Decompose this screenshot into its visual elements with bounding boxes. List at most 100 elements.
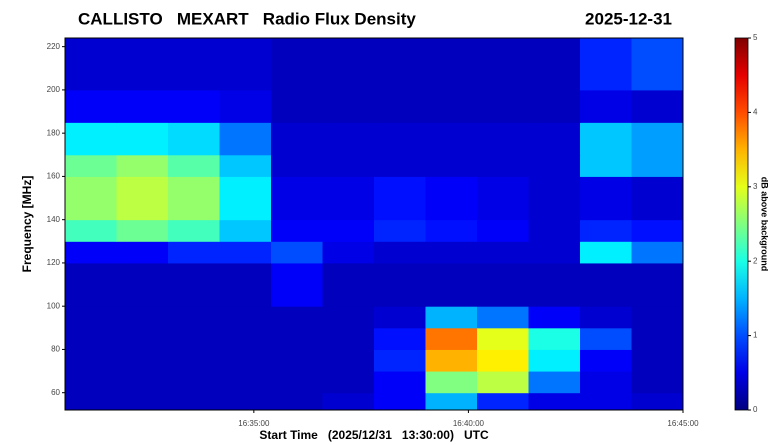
x-tick-label: 16:35:00 [238, 419, 270, 428]
heatmap-cell [116, 89, 169, 123]
heatmap-cell [425, 176, 478, 221]
heatmap-cell [116, 38, 169, 91]
heatmap-cell [65, 89, 117, 123]
heatmap-cell [374, 371, 426, 394]
heatmap-cell [528, 38, 581, 91]
heatmap-cell [477, 262, 529, 307]
heatmap-cell [322, 241, 375, 264]
heatmap-cell [477, 306, 529, 329]
heatmap-cell [631, 38, 684, 91]
heatmap-cell [219, 154, 272, 177]
heatmap-cell [219, 327, 272, 350]
heatmap-cell [374, 219, 426, 242]
heatmap-cell [116, 262, 169, 307]
heatmap-cell [322, 176, 375, 221]
y-tick-label: 160 [47, 172, 61, 181]
heatmap-cell [580, 219, 632, 242]
heatmap-cell [374, 154, 426, 177]
heatmap-cell [631, 89, 684, 123]
heatmap-cell [168, 176, 220, 221]
x-axis-label: Start Time (2025/12/31 13:30:00) UTC [259, 428, 489, 442]
heatmap-cell [322, 371, 375, 394]
heatmap-cell [116, 219, 169, 242]
heatmap-cell [168, 89, 220, 123]
heatmap-cell [271, 89, 323, 123]
heatmap-cell [374, 241, 426, 264]
heatmap-cell [65, 122, 117, 156]
heatmap-cell [374, 327, 426, 350]
heatmap-cell [477, 241, 529, 264]
heatmap-cell [580, 38, 632, 91]
heatmap-cell [425, 306, 478, 329]
heatmap-cell [631, 154, 684, 177]
heatmap-cell [219, 371, 272, 394]
heatmap-cell [65, 176, 117, 221]
heatmap-cell [425, 154, 478, 177]
y-tick-label: 180 [47, 128, 61, 137]
heatmap-cell [580, 349, 632, 372]
heatmap-cell [322, 262, 375, 307]
heatmap-cell [271, 241, 323, 264]
heatmap-cell [580, 89, 632, 123]
plot-frame [64, 37, 684, 411]
heatmap-cell [374, 392, 426, 411]
heatmap-cell [374, 306, 426, 329]
heatmap-cell [528, 241, 581, 264]
colorbar-tick-label: 2 [753, 256, 758, 265]
heatmap-cell [65, 392, 117, 411]
heatmap-cell [631, 306, 684, 329]
heatmap-cell [374, 38, 426, 91]
heatmap-cell [528, 371, 581, 394]
heatmap-cell [65, 306, 117, 329]
heatmap-cell [528, 89, 581, 123]
heatmap-cell [65, 262, 117, 307]
heatmap-cell [425, 349, 478, 372]
heatmap-cell [580, 262, 632, 307]
heatmap-cell [477, 89, 529, 123]
heatmap-cell [219, 349, 272, 372]
heatmap-cell [271, 327, 323, 350]
heatmap-cell [168, 219, 220, 242]
heatmap-cell [116, 392, 169, 411]
colorbar-tick-label: 5 [753, 33, 758, 42]
y-tick-label: 200 [47, 85, 61, 94]
colorbar-tick-label: 4 [753, 108, 758, 117]
heatmap-cell [65, 241, 117, 264]
y-tick-label: 220 [47, 42, 61, 51]
heatmap-cell [477, 392, 529, 411]
heatmap-cell [631, 371, 684, 394]
heatmap-cell [374, 176, 426, 221]
heatmap-cell [271, 122, 323, 156]
heatmap-cell [631, 327, 684, 350]
heatmap-cell [219, 38, 272, 91]
heatmap-cell [219, 219, 272, 242]
heatmap-cell [374, 122, 426, 156]
heatmap-cell [219, 306, 272, 329]
heatmap-cell [322, 38, 375, 91]
heatmap-cell [425, 371, 478, 394]
heatmap-cell [425, 241, 478, 264]
heatmap-cell [65, 38, 117, 91]
heatmap-cell [580, 306, 632, 329]
heatmap-cell [168, 122, 220, 156]
heatmap-cell [116, 176, 169, 221]
colorbar-label: dB above background [760, 177, 770, 272]
heatmap-cell [271, 176, 323, 221]
heatmap-cell [631, 262, 684, 307]
heatmap-cell [477, 38, 529, 91]
heatmap-cell [116, 154, 169, 177]
heatmap-cell [631, 241, 684, 264]
heatmap-cell [322, 219, 375, 242]
heatmap-cell [116, 241, 169, 264]
heatmap-cell [65, 219, 117, 242]
heatmap-cell [425, 262, 478, 307]
heatmap-cell [477, 176, 529, 221]
heatmap-cell [374, 262, 426, 307]
heatmap-cell [477, 219, 529, 242]
heatmap-cell [219, 241, 272, 264]
heatmap-cell [425, 122, 478, 156]
heatmap-cell [528, 176, 581, 221]
heatmap-cell [528, 154, 581, 177]
heatmap-cell [271, 219, 323, 242]
y-tick-label: 140 [47, 215, 61, 224]
